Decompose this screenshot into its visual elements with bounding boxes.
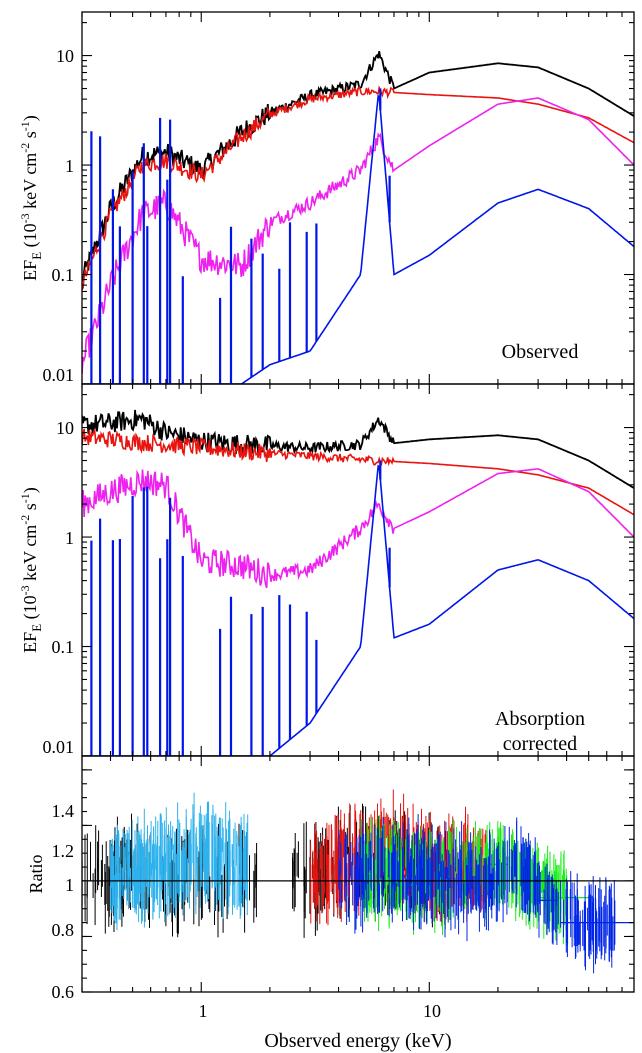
iron-component-line bbox=[82, 94, 634, 384]
total-model-line bbox=[82, 409, 634, 489]
xtick-label: 10 bbox=[423, 1001, 441, 1021]
top-panel-plot bbox=[82, 51, 634, 384]
middle-ytick-label: 0.01 bbox=[43, 737, 75, 757]
xtick-label: 1 bbox=[199, 1001, 208, 1021]
top-y-axis-label: EFE (10-3 keV cm-2 s-1) bbox=[18, 115, 44, 281]
powerlaw-line bbox=[82, 85, 634, 291]
bottom-ytick-label: 0.8 bbox=[52, 920, 75, 940]
total-model-line bbox=[82, 51, 634, 282]
middle-panel-frame bbox=[81, 383, 635, 757]
absorption-annotation-line2: corrected bbox=[503, 733, 577, 755]
middle-ytick-label: 10 bbox=[56, 418, 74, 438]
bottom-panel-plot bbox=[82, 789, 634, 974]
observed-annotation: Observed bbox=[502, 341, 579, 363]
middle-ytick-label: 1 bbox=[65, 528, 74, 548]
middle-panel-plot bbox=[82, 409, 634, 756]
x-axis-label: Observed energy (keV) bbox=[264, 1030, 451, 1052]
middle-ytick-label: 0.1 bbox=[52, 637, 75, 657]
reflection-line bbox=[82, 97, 634, 374]
bottom-ytick-label: 1 bbox=[65, 875, 74, 895]
top-ytick-label: 1 bbox=[65, 156, 74, 176]
top-ytick-label: 0.01 bbox=[43, 365, 75, 385]
axis-ticks bbox=[81, 12, 634, 993]
reflection-line bbox=[82, 468, 634, 589]
top-ytick-label: 10 bbox=[56, 46, 74, 66]
middle-y-axis-label: EFE (10-3 keV cm-2 s-1) bbox=[18, 487, 44, 653]
bottom-ytick-label: 1.4 bbox=[52, 801, 75, 821]
powerlaw-line bbox=[82, 427, 634, 516]
iron-component-line bbox=[82, 464, 634, 756]
bottom-ytick-label: 1.2 bbox=[52, 841, 75, 861]
bottom-y-axis-label: Ratio bbox=[26, 855, 46, 894]
bottom-panel-frame bbox=[81, 755, 635, 993]
top-ytick-label: 0.1 bbox=[52, 265, 75, 285]
absorption-annotation-line1: Absorption bbox=[495, 708, 585, 730]
bottom-ytick-label: 0.6 bbox=[52, 982, 75, 1002]
